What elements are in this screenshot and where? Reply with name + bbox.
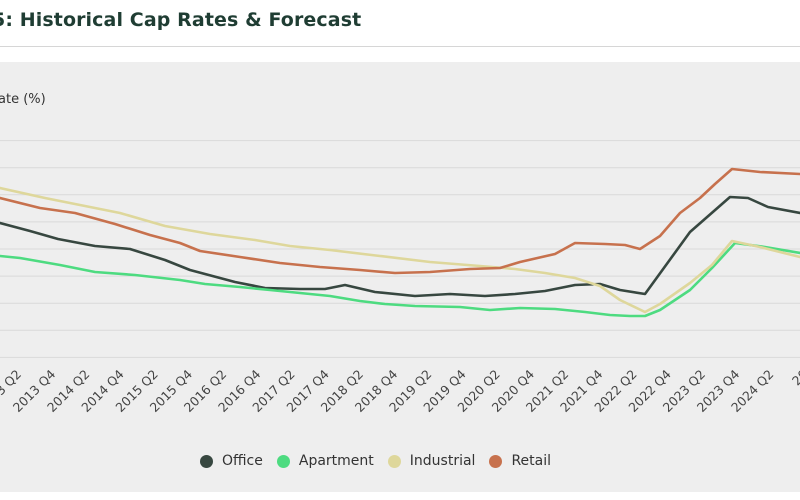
legend-swatch-industrial bbox=[387, 454, 401, 468]
legend-item-retail[interactable]: Retail bbox=[489, 453, 551, 469]
legend-item-industrial[interactable]: Industrial bbox=[387, 453, 476, 469]
legend: Office Apartment Industrial Retail bbox=[200, 453, 565, 469]
x-tick-label: 20 bbox=[789, 366, 800, 388]
series-line-apartment bbox=[0, 241, 800, 318]
legend-label-industrial: Industrial bbox=[409, 453, 476, 469]
legend-item-office[interactable]: Office bbox=[200, 453, 263, 469]
series-line-retail bbox=[0, 167, 800, 275]
y-axis-label: ate (%) bbox=[0, 92, 46, 107]
legend-item-apartment[interactable]: Apartment bbox=[276, 453, 374, 469]
legend-swatch-retail bbox=[489, 454, 503, 468]
chart-title: 5: Historical Cap Rates & Forecast bbox=[0, 9, 362, 31]
series-lines bbox=[0, 167, 800, 318]
chart-panel bbox=[0, 62, 800, 492]
legend-label-apartment: Apartment bbox=[298, 453, 374, 469]
legend-swatch-office bbox=[200, 454, 213, 468]
legend-label-retail: Retail bbox=[511, 453, 552, 469]
series-line-office bbox=[0, 195, 800, 298]
title-divider bbox=[0, 46, 800, 47]
legend-swatch-apartment bbox=[276, 454, 290, 468]
legend-label-office: Office bbox=[222, 453, 263, 469]
